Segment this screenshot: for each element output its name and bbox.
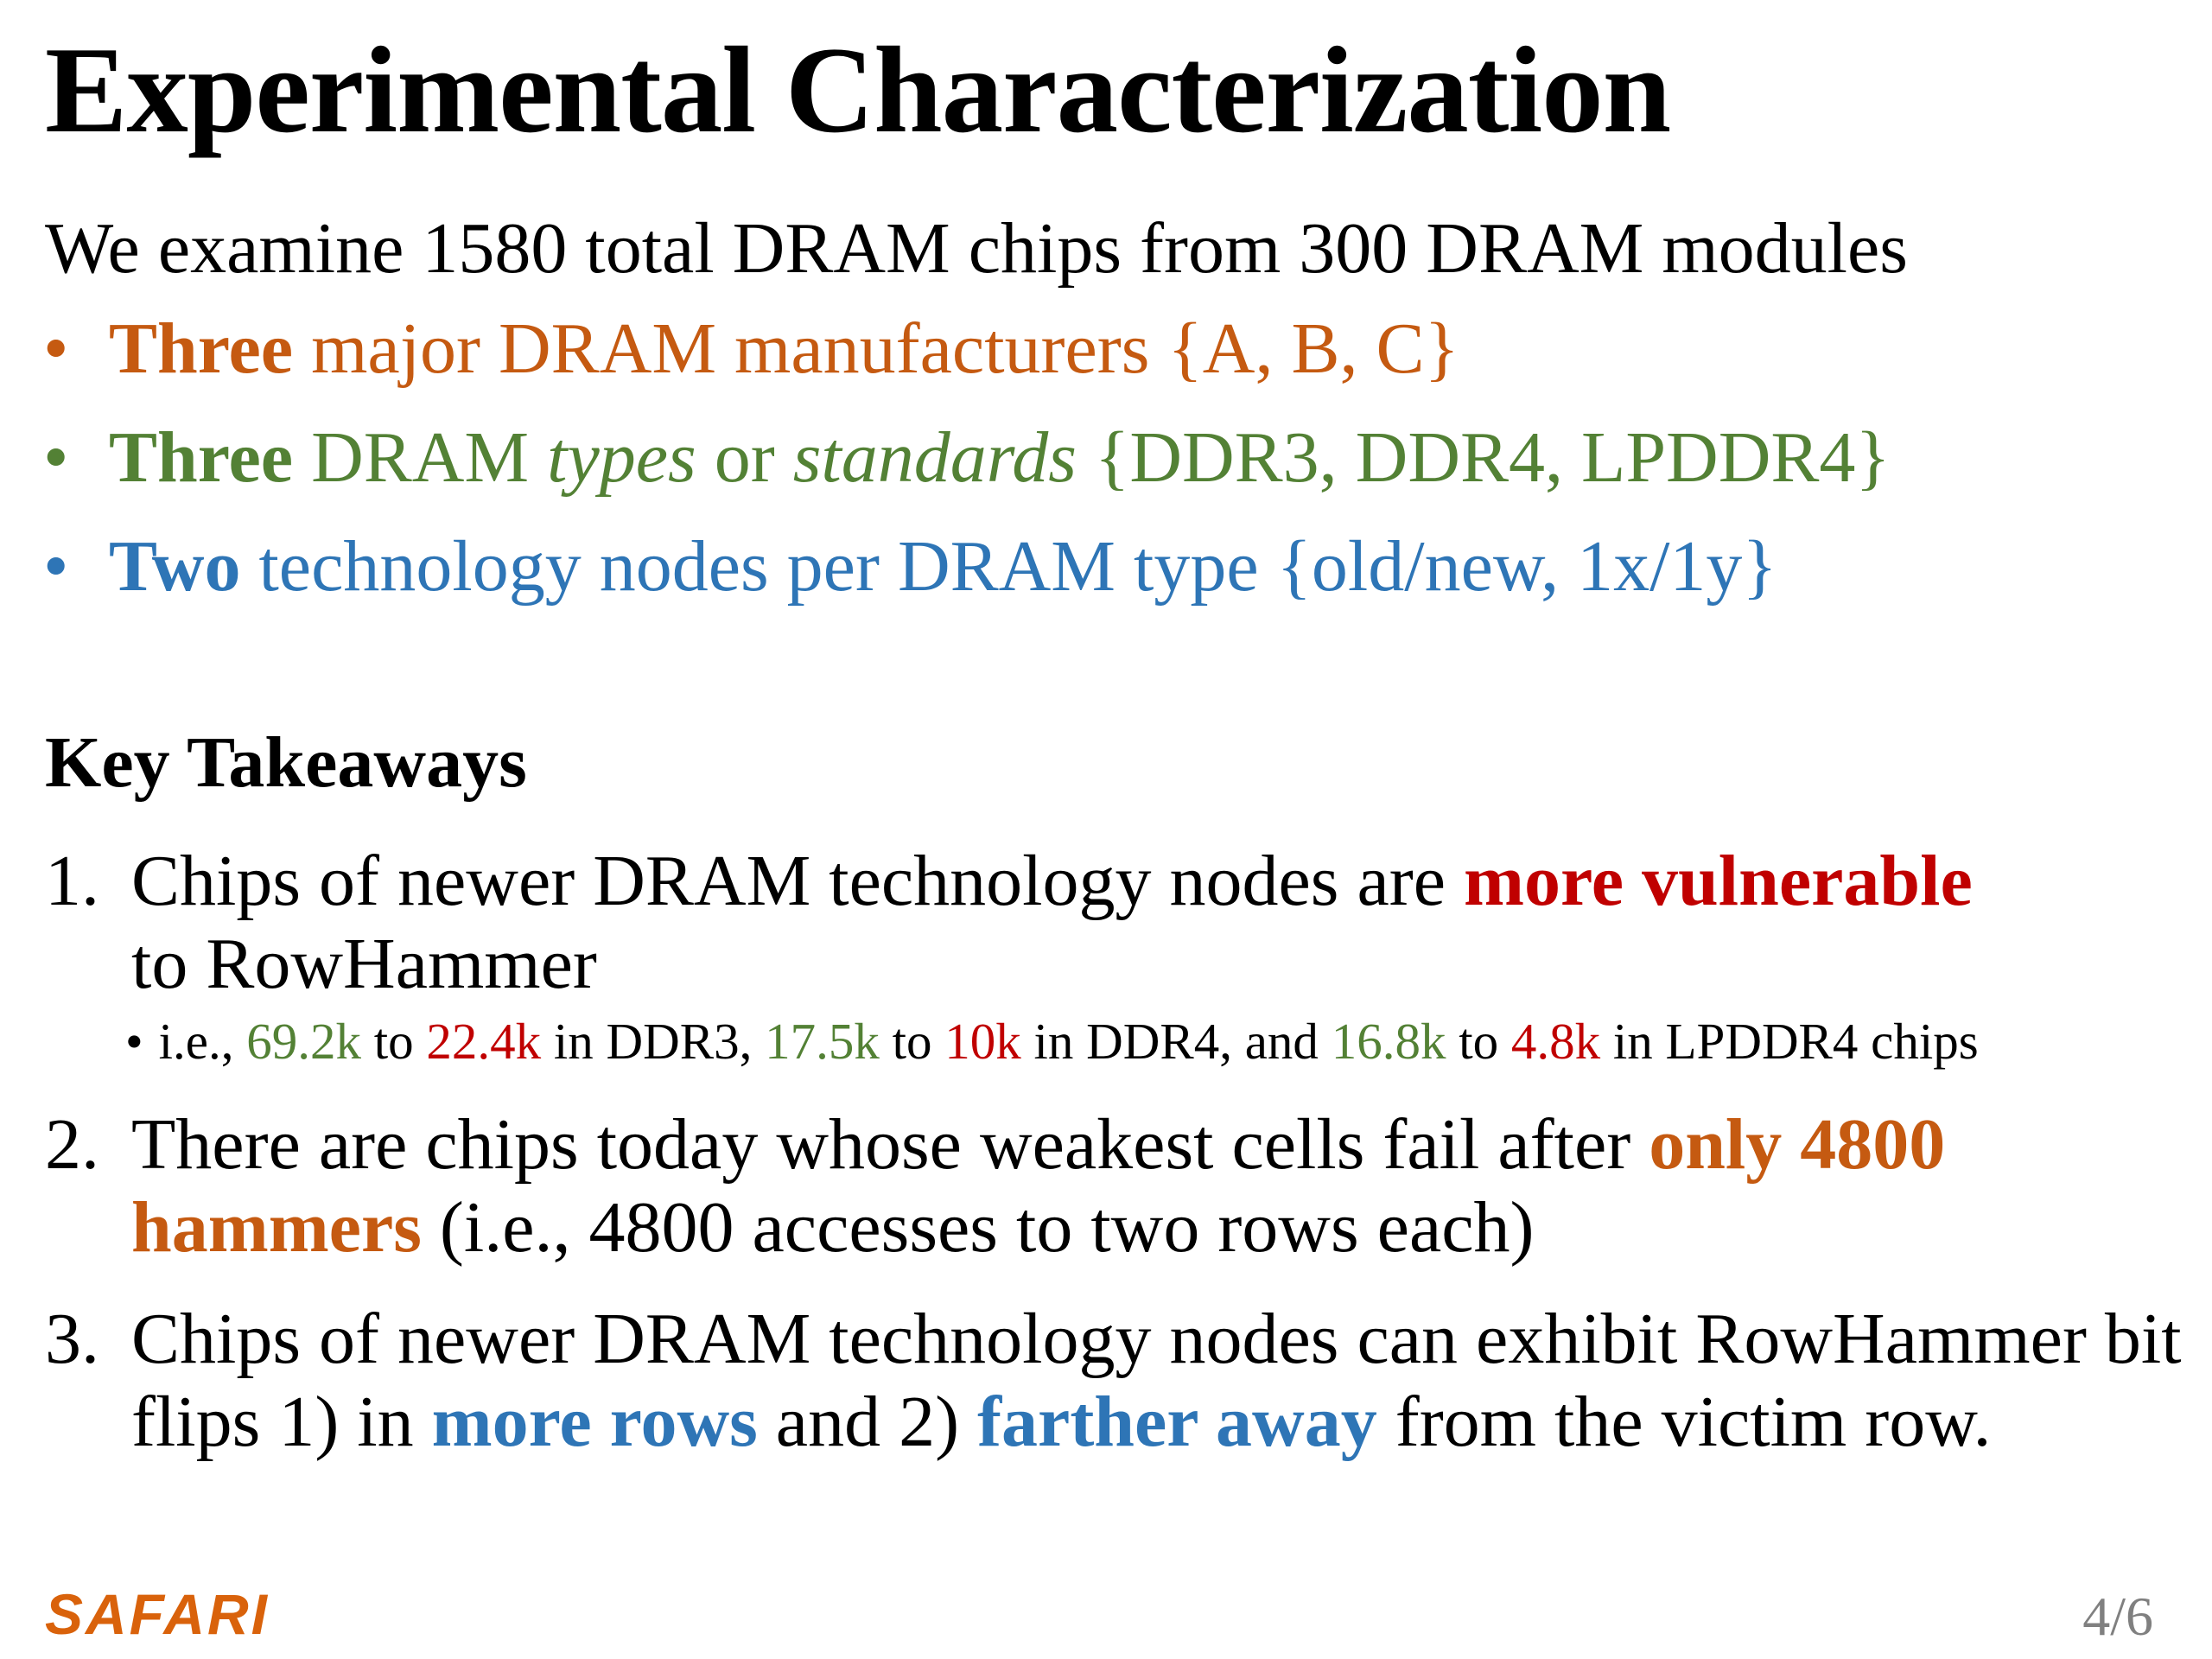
takeaway-text: There are chips today whose weakest cell… (131, 1104, 1649, 1185)
safari-logo: SAFARI (45, 1582, 270, 1646)
bullet-manufacturers-bold: Three (109, 308, 294, 389)
takeaway-body: Chips of newer DRAM technology nodes can… (131, 1298, 2205, 1464)
bullet-types-text: DRAM (293, 417, 548, 498)
takeaway-highlight-farther-away: farther away (977, 1382, 1377, 1462)
key-takeaways-heading: Key Takeaways (45, 722, 527, 803)
ddr3-new-value: 22.4k (426, 1013, 542, 1070)
takeaway-body: Chips of newer DRAM technology nodes are… (131, 840, 2205, 1006)
lpddr4-old-value: 16.8k (1331, 1013, 1446, 1070)
bullet-types-italic-standards: standards (792, 417, 1077, 498)
takeaway-number: 1. (45, 841, 99, 921)
takeaway-body: There are chips today whose weakest cell… (131, 1103, 2205, 1269)
bullet-manufacturers: • Three major DRAM manufacturers {A, B, … (35, 308, 1891, 416)
takeaway-highlight-only-4800-hammers: only 4800 hammers (131, 1104, 1946, 1268)
detail-to: to (361, 1013, 427, 1070)
bullet-types-bold: Three (109, 417, 294, 498)
takeaway-text: to RowHammer (131, 924, 597, 1004)
bullet-nodes: • Two technology nodes per DRAM type {ol… (35, 525, 1891, 634)
bullet-manufacturers-text: major DRAM manufacturers {A, B, C} (293, 308, 1459, 389)
sub-bullet-dot-icon: • (125, 1013, 143, 1070)
takeaway-text: Chips of newer DRAM technology nodes can… (131, 1299, 2182, 1462)
slide-title: Experimental Characterization (45, 22, 1671, 158)
ddr4-new-value: 10k (944, 1013, 1021, 1070)
ddr4-old-value: 17.5k (765, 1013, 880, 1070)
detail-to: to (1446, 1013, 1511, 1070)
detail-lpddr4: in LPDDR4 chips (1600, 1013, 1979, 1070)
bullet-types-italic-types: types (547, 417, 696, 498)
detail-to: to (879, 1013, 945, 1070)
takeaway-number: 3. (45, 1299, 99, 1379)
detail-ddr3: in DDR3, (541, 1013, 766, 1070)
takeaway-highlight-more-vulnerable: more vulnerable (1464, 841, 1973, 921)
page-number: 4/6 (2082, 1586, 2153, 1647)
takeaway-text: Chips of newer DRAM technology nodes are (131, 841, 1465, 921)
intro-text: We examine 1580 total DRAM chips from 30… (45, 208, 1908, 289)
bullet-types-text-list: {DDR3, DDR4, LPDDR4} (1077, 417, 1891, 498)
detail-prefix: i.e., (158, 1013, 247, 1070)
takeaway-1-detail: • i.e., 69.2k to 22.4k in DDR3, 17.5k to … (125, 1013, 1979, 1071)
takeaway-text: (i.e., 4800 accesses to two rows each) (421, 1187, 1535, 1268)
bullet-nodes-text: technology nodes per DRAM type {old/new,… (240, 526, 1777, 607)
takeaway-highlight-more-rows: more rows (431, 1382, 758, 1462)
takeaway-item-1: 1. Chips of newer DRAM technology nodes … (45, 840, 2205, 1006)
takeaway-text: from the victim row. (1376, 1382, 1992, 1462)
takeaway-item-2: 2. There are chips today whose weakest c… (45, 1103, 2205, 1269)
ddr3-old-value: 69.2k (246, 1013, 361, 1070)
bullet-dot-icon: • (43, 526, 69, 607)
lpddr4-new-value: 4.8k (1510, 1013, 1601, 1070)
takeaway-number: 2. (45, 1104, 99, 1185)
takeaway-item-3: 3. Chips of newer DRAM technology nodes … (45, 1298, 2205, 1464)
bullet-types: • Three DRAM types or standards {DDR3, D… (35, 416, 1891, 525)
bullet-dot-icon: • (43, 308, 69, 389)
bullet-dot-icon: • (43, 417, 69, 498)
characterization-bullets: • Three major DRAM manufacturers {A, B, … (35, 308, 1891, 634)
takeaway-text: and 2) (757, 1382, 978, 1462)
bullet-types-text-or: or (696, 417, 793, 498)
bullet-nodes-bold: Two (109, 526, 241, 607)
detail-ddr4: in DDR4, and (1020, 1013, 1332, 1070)
